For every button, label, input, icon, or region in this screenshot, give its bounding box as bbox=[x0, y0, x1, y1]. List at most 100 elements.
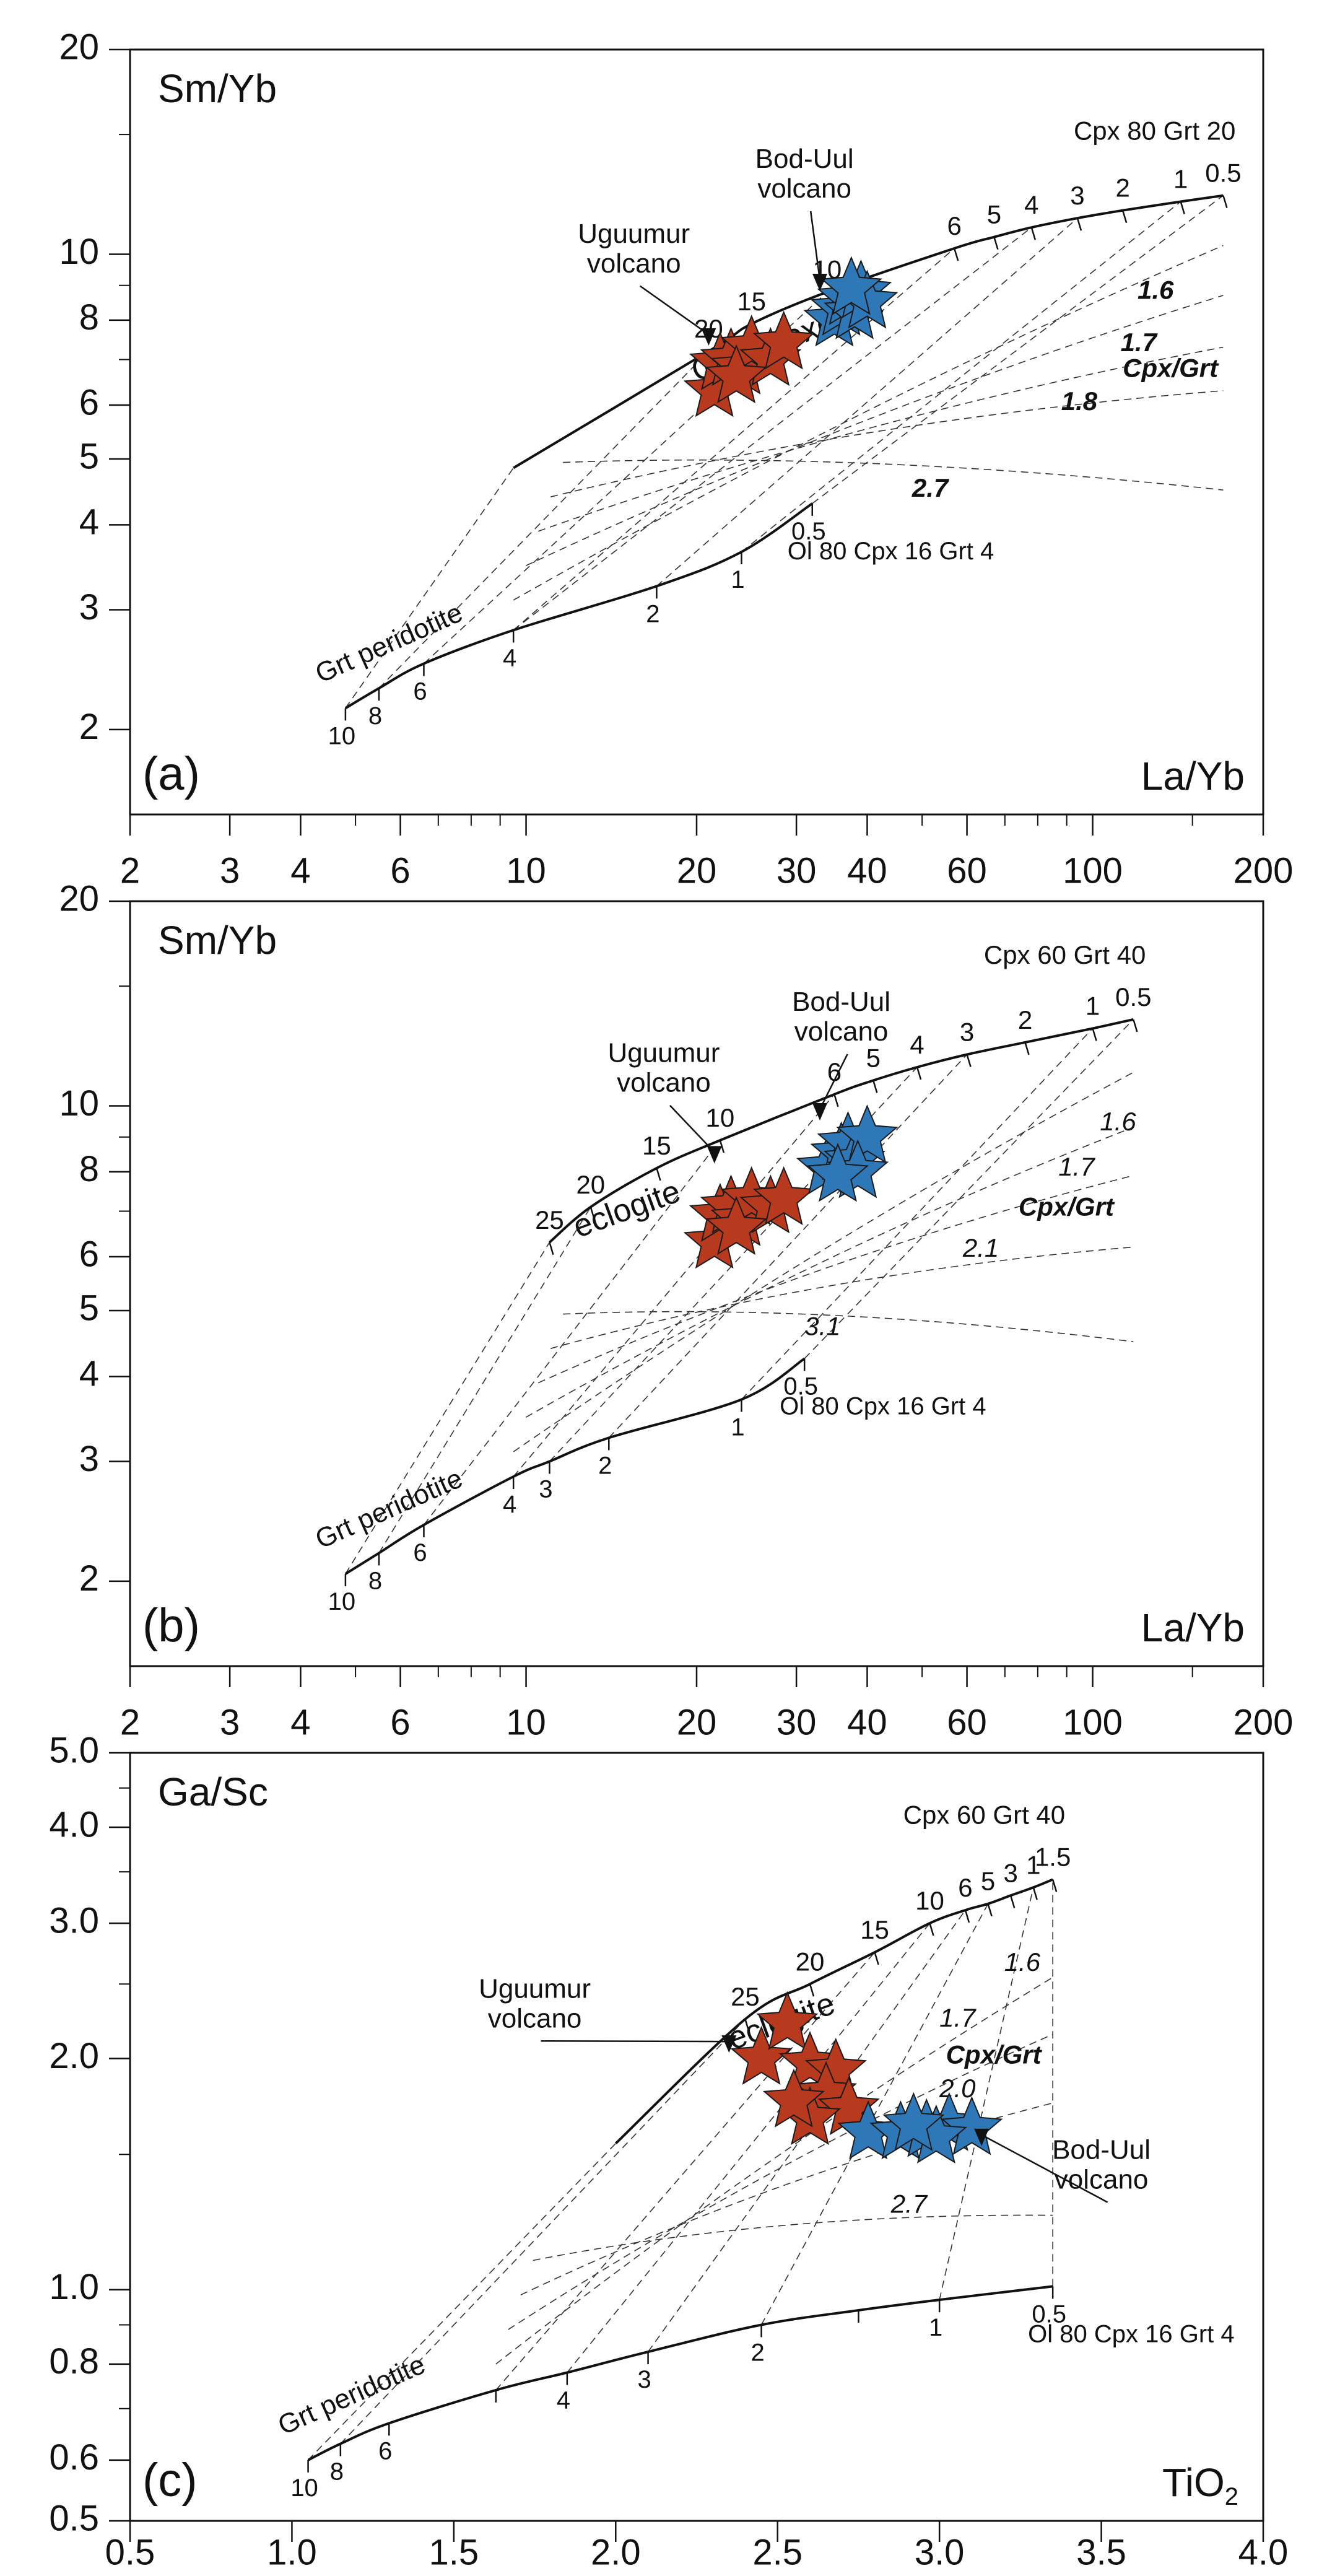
ratio-line bbox=[537, 1175, 1134, 1384]
uguumur-label: volcano bbox=[488, 2003, 582, 2033]
source-curve-tick bbox=[1024, 1042, 1030, 1055]
ratio-label: 1.7 bbox=[1058, 1152, 1095, 1181]
ratio-line bbox=[513, 245, 1224, 601]
x-tick-label: 60 bbox=[947, 850, 987, 891]
mixing-line bbox=[345, 1242, 550, 1574]
ratio-line bbox=[525, 1127, 1134, 1418]
uguumur-star bbox=[752, 310, 815, 370]
x-tick-label: 2 bbox=[120, 1702, 140, 1742]
y-axis-title: Sm/Yb bbox=[158, 66, 277, 111]
y-tick-label: 6 bbox=[79, 1234, 99, 1274]
mixing-line bbox=[939, 1887, 1034, 2300]
bod-uul-label: Bod-Uul bbox=[755, 144, 854, 174]
source-curve-label: 2 bbox=[1018, 1005, 1032, 1034]
ratio-line bbox=[537, 346, 1224, 532]
uguumur-star bbox=[752, 1166, 815, 1226]
mixing-line bbox=[513, 227, 1032, 631]
peridotite-curve bbox=[344, 502, 813, 710]
source-curve-tick bbox=[993, 237, 999, 250]
x-axis-title: La/Yb bbox=[1141, 754, 1245, 798]
x-tick-label: 10 bbox=[506, 1702, 546, 1742]
source-curve-tick bbox=[1222, 195, 1228, 209]
ratio-label: 1.7 bbox=[939, 2003, 977, 2032]
arrowhead bbox=[707, 1146, 722, 1164]
x-tick-label: 4.0 bbox=[1238, 2532, 1289, 2572]
source-curve-tick bbox=[549, 1242, 554, 1255]
peridotite-label: 4 bbox=[557, 2387, 570, 2414]
y-tick-label: 6 bbox=[79, 382, 99, 422]
callout-arrow bbox=[639, 285, 710, 336]
y-tick-label: 3 bbox=[79, 1439, 99, 1479]
x-tick-label: 4 bbox=[290, 850, 310, 891]
y-tick-label: 8 bbox=[79, 297, 99, 338]
callout-arrow bbox=[669, 1104, 715, 1153]
arrowhead bbox=[812, 1102, 827, 1120]
source-curve-tick bbox=[953, 248, 959, 261]
x-tick-label: 0.5 bbox=[105, 2532, 155, 2572]
y-tick-label: 2.0 bbox=[49, 2036, 99, 2076]
y-tick-label: 4.0 bbox=[49, 1804, 99, 1845]
x-tick-label: 3.0 bbox=[915, 2532, 965, 2572]
y-tick-label: 5 bbox=[79, 436, 99, 476]
ratio-line bbox=[563, 1311, 1134, 1342]
x-tick-label: 20 bbox=[677, 850, 717, 891]
peridotite-label: 8 bbox=[330, 2458, 344, 2486]
source-assemblage-label: Cpx 60 Grt 40 bbox=[903, 1801, 1065, 1830]
peridotite-label: 0.5 bbox=[791, 518, 826, 545]
bod-uul-label: volcano bbox=[794, 1016, 889, 1047]
source-curve-tick bbox=[1076, 217, 1082, 231]
x-axis-title: TiO2 bbox=[1162, 2460, 1238, 2510]
y-tick-label: 20 bbox=[59, 878, 99, 919]
callout-arrow bbox=[819, 1054, 848, 1110]
bod-uul-label: volcano bbox=[1055, 2165, 1149, 2195]
uguumur-star bbox=[756, 1991, 819, 2050]
source-assemblage-label: Cpx 60 Grt 40 bbox=[984, 940, 1146, 969]
uguumur-label: Uguumur bbox=[479, 1973, 591, 2004]
peridotite-label: 10 bbox=[328, 722, 356, 749]
ratio-line bbox=[533, 2214, 1053, 2261]
source-curve-label: 3 bbox=[1003, 1858, 1017, 1887]
y-tick-label: 2 bbox=[79, 1558, 99, 1599]
source-curve-label: 1.5 bbox=[1035, 1843, 1071, 1872]
x-tick-label: 3 bbox=[220, 1702, 240, 1742]
source-curve-label: 25 bbox=[731, 1982, 760, 2011]
y-tick-label: 20 bbox=[59, 27, 99, 67]
source-assemblage-label: Cpx 80 Grt 20 bbox=[1074, 116, 1235, 146]
mixing-line bbox=[741, 201, 1181, 552]
peridotite-label: 0.5 bbox=[1032, 2300, 1066, 2328]
arrowhead bbox=[701, 328, 716, 346]
source-curve-tick bbox=[1092, 1028, 1097, 1041]
chart-panel-1: 2 3 4 6 10 20 30 40 60 100 2002345681020Sm/YbLa/Yb… bbox=[59, 27, 1293, 891]
x-tick-label: 6 bbox=[390, 1702, 410, 1742]
x-tick-label: 6 bbox=[390, 850, 410, 891]
mixing-line bbox=[804, 1019, 1134, 1360]
mixing-line bbox=[812, 195, 1224, 504]
peridotite-label: 4 bbox=[503, 1491, 516, 1518]
x-tick-label: 200 bbox=[1233, 850, 1294, 891]
mixing-line bbox=[378, 1207, 591, 1553]
x-tick-label: 40 bbox=[847, 1702, 887, 1742]
ratio-axis-label: Cpx/Grt bbox=[946, 2040, 1043, 2069]
uguumur-label: volcano bbox=[587, 248, 681, 279]
source-curve-label: 4 bbox=[910, 1030, 924, 1059]
panel-label: (c) bbox=[142, 2454, 198, 2507]
bod-uul-label: volcano bbox=[757, 173, 851, 204]
source-curve-tick bbox=[874, 1952, 879, 1965]
source-curve-label: 1 bbox=[1173, 165, 1188, 194]
source-curve-tick bbox=[590, 1207, 596, 1220]
peridotite-label: 6 bbox=[378, 2437, 392, 2465]
source-curve-label: 6 bbox=[958, 1873, 972, 1902]
mixing-line bbox=[608, 1054, 968, 1438]
source-curve-tick bbox=[1032, 1887, 1038, 1900]
x-axis-title: La/Yb bbox=[1141, 1605, 1245, 1650]
source-curve-tick bbox=[1030, 227, 1037, 240]
source-curve-label: 25 bbox=[535, 1205, 564, 1234]
uguumur-star bbox=[762, 2068, 825, 2128]
uguumur-star bbox=[730, 2025, 793, 2085]
peridotite-label: 3 bbox=[539, 1476, 552, 1503]
source-curve-label: 1 bbox=[1026, 1850, 1040, 1879]
source-curve-label: 6 bbox=[827, 1057, 842, 1086]
uguumur-star bbox=[705, 1195, 768, 1255]
peridotite-label: 1 bbox=[731, 1414, 744, 1441]
